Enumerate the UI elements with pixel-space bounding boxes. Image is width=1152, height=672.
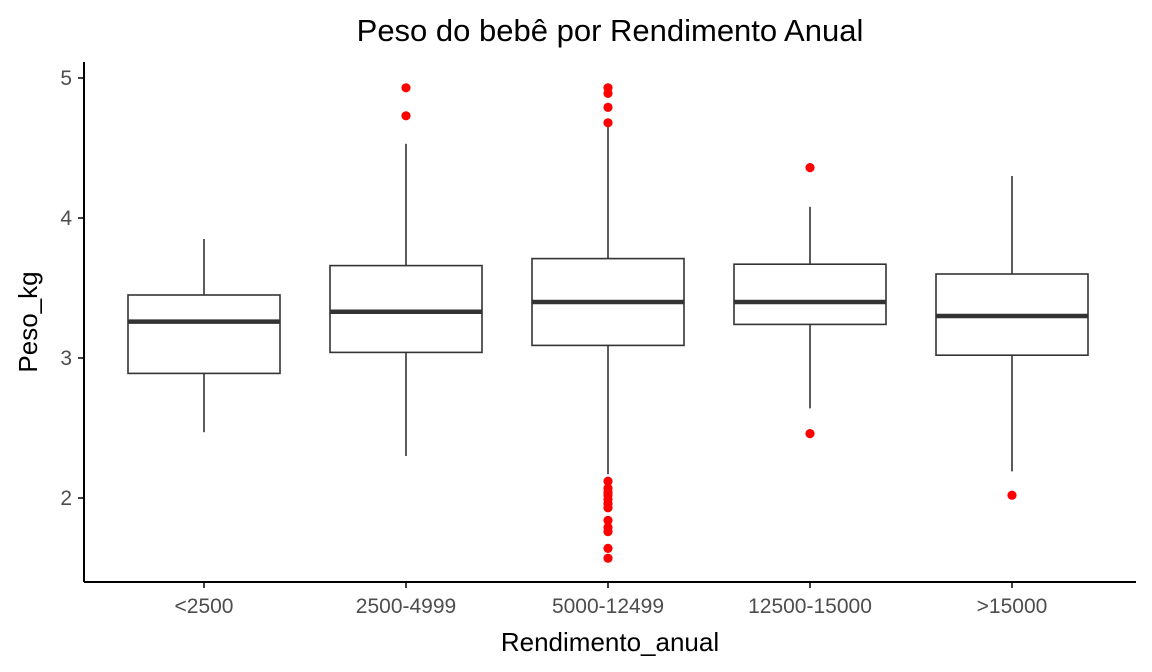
- outlier-point: [603, 83, 613, 93]
- y-axis-title: Peso_kg: [13, 271, 43, 372]
- outlier-point: [603, 102, 613, 112]
- outlier-point: [401, 111, 411, 121]
- y-tick-label: 5: [60, 67, 72, 90]
- outlier-point: [603, 522, 613, 533]
- box-iqr: [733, 263, 887, 326]
- outlier-point: [603, 476, 613, 486]
- chart-title: Peso do bebê por Rendimento Anual: [357, 13, 864, 48]
- outlier-point: [805, 429, 815, 439]
- outlier-point: [805, 163, 815, 173]
- x-tick-label: 5000-12499: [552, 595, 664, 618]
- box-iqr: [127, 294, 281, 375]
- box-iqr: [329, 264, 483, 354]
- x-axis-title: Rendimento_anual: [501, 627, 719, 657]
- outlier-point: [603, 118, 613, 128]
- outlier-point: [603, 515, 613, 526]
- outlier-point: [401, 83, 411, 93]
- x-tick-label: 2500-4999: [356, 595, 456, 618]
- y-tick-label: 3: [60, 347, 72, 370]
- outlier-point: [603, 543, 613, 554]
- y-tick-label: 4: [60, 207, 72, 230]
- x-tick-label: >15000: [977, 595, 1048, 618]
- outlier-point: [603, 483, 613, 493]
- x-tick-label: 12500-15000: [748, 595, 872, 618]
- outlier-point: [1007, 490, 1017, 500]
- outlier-point: [603, 553, 613, 563]
- plot-area: 2 3 4 5 <2500 2500-4999 5000-12499 12500-15000 >…: [60, 62, 1136, 618]
- x-tick-label: <2500: [175, 595, 234, 618]
- y-tick-label: 2: [60, 487, 72, 510]
